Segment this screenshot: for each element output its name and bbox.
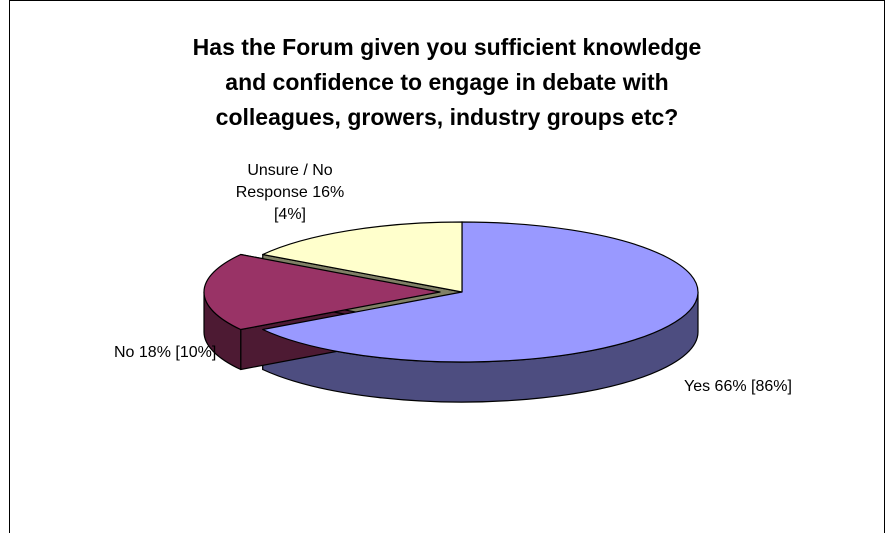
pie-slice-unsure xyxy=(262,221,463,293)
slice-label-unsure: Unsure / No Response 16% [4%] xyxy=(190,160,390,226)
chart-title-line-3: colleagues, growers, industry groups etc… xyxy=(215,104,679,130)
chart-title-line-1: Has the Forum given you sufficient knowl… xyxy=(192,34,702,60)
slice-label-unsure-line-1: Unsure / No xyxy=(247,162,333,179)
slice-label-no: No 18% [10%] xyxy=(114,344,217,361)
chart-frame xyxy=(9,0,885,533)
slice-label-unsure-line-3: [4%] xyxy=(273,206,306,223)
pie-slice-yes xyxy=(262,221,699,363)
pie-tops xyxy=(203,221,699,363)
pie-slice-no xyxy=(203,253,441,331)
slice-label-yes: Yes 66% [86%] xyxy=(684,378,792,395)
slice-label-unsure-line-2: Response 16% xyxy=(235,184,345,201)
chart-title-line-2: and confidence to engage in debate with xyxy=(225,69,669,95)
chart-title: Has the Forum given you sufficient knowl… xyxy=(9,30,885,135)
